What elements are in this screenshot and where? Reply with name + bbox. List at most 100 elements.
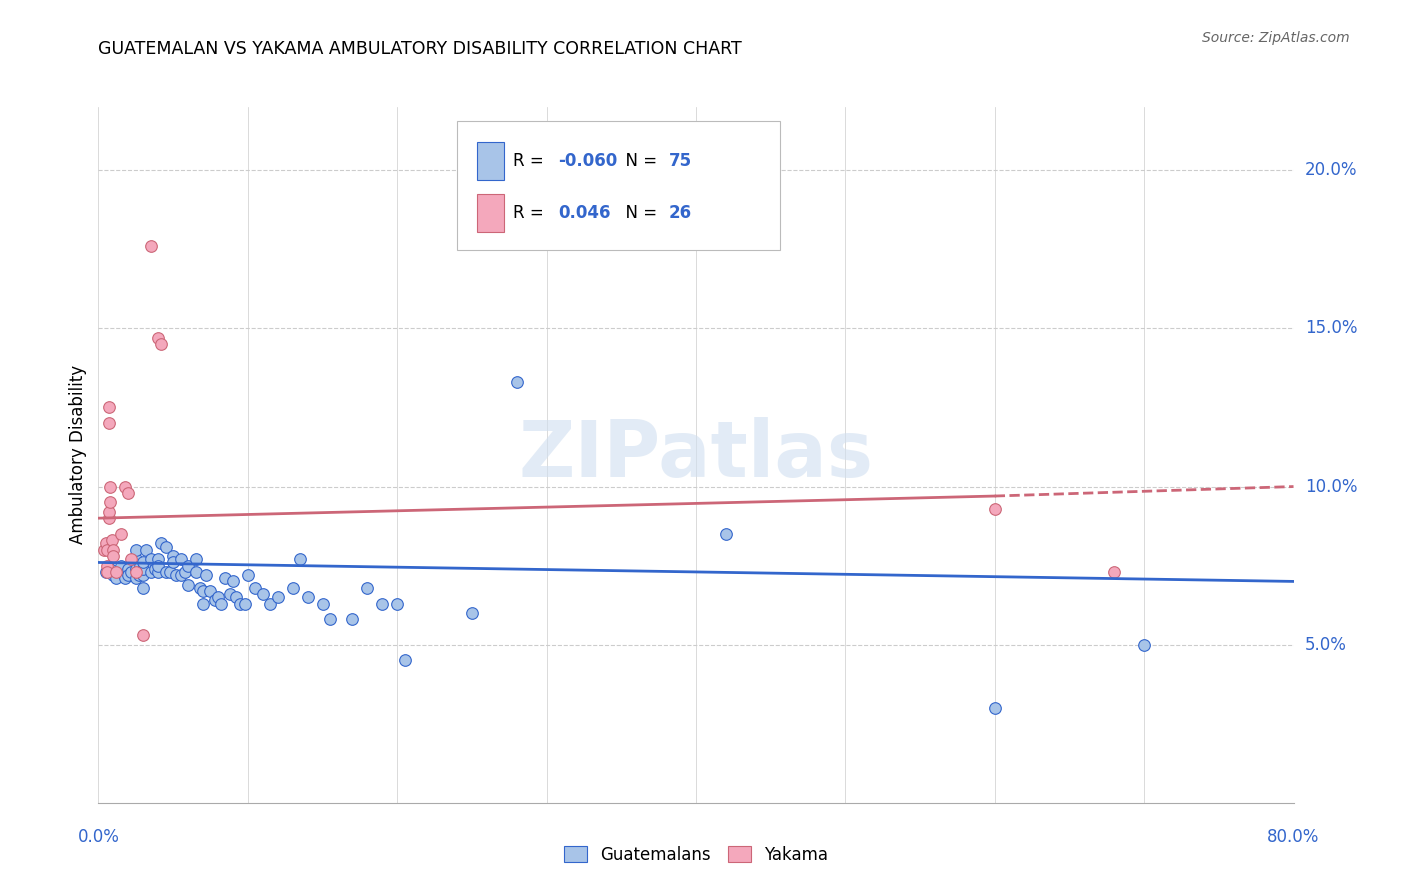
- Point: [97, 511, 120, 525]
- Point: [222, 574, 245, 589]
- Point: [114, 571, 136, 585]
- Point: [191, 597, 214, 611]
- Point: [148, 565, 170, 579]
- Point: [506, 375, 529, 389]
- Point: [148, 552, 170, 566]
- Point: [132, 581, 155, 595]
- Point: [110, 527, 132, 541]
- Point: [128, 568, 150, 582]
- Point: [105, 571, 128, 585]
- Point: [143, 562, 166, 576]
- Point: [311, 597, 333, 611]
- Text: Source: ZipAtlas.com: Source: ZipAtlas.com: [1202, 31, 1350, 45]
- Point: [288, 552, 311, 566]
- Point: [132, 628, 155, 642]
- Legend: Guatemalans, Yakama: Guatemalans, Yakama: [557, 839, 835, 871]
- Point: [125, 542, 148, 557]
- Point: [259, 597, 281, 611]
- Point: [97, 417, 120, 431]
- Point: [139, 239, 162, 253]
- Point: [984, 501, 1007, 516]
- Point: [97, 401, 120, 415]
- Point: [195, 568, 218, 582]
- FancyBboxPatch shape: [477, 194, 503, 232]
- Point: [125, 552, 148, 566]
- Point: [267, 591, 290, 605]
- Point: [129, 558, 152, 573]
- Point: [96, 558, 118, 573]
- Point: [139, 565, 162, 579]
- Point: [159, 565, 181, 579]
- Point: [162, 549, 184, 563]
- Point: [319, 612, 342, 626]
- Point: [184, 565, 207, 579]
- Point: [125, 562, 148, 576]
- Point: [984, 701, 1007, 715]
- Point: [110, 558, 132, 573]
- Point: [394, 653, 416, 667]
- Point: [209, 597, 232, 611]
- Point: [252, 587, 274, 601]
- Point: [1133, 638, 1156, 652]
- Text: N =: N =: [614, 204, 662, 222]
- Point: [233, 597, 256, 611]
- Point: [103, 549, 125, 563]
- Point: [98, 479, 122, 493]
- Point: [385, 597, 409, 611]
- Text: 15.0%: 15.0%: [1305, 319, 1357, 337]
- Text: GUATEMALAN VS YAKAMA AMBULATORY DISABILITY CORRELATION CHART: GUATEMALAN VS YAKAMA AMBULATORY DISABILI…: [98, 40, 742, 58]
- Text: 80.0%: 80.0%: [1267, 828, 1320, 846]
- Point: [117, 562, 139, 576]
- Point: [148, 331, 170, 345]
- Point: [177, 577, 200, 591]
- Point: [169, 568, 191, 582]
- Text: N =: N =: [614, 153, 662, 170]
- Point: [120, 552, 142, 566]
- Point: [281, 581, 304, 595]
- Point: [1104, 565, 1126, 579]
- Point: [219, 587, 242, 601]
- Point: [125, 571, 148, 585]
- Point: [96, 542, 118, 557]
- Text: 0.0%: 0.0%: [77, 828, 120, 846]
- Text: 20.0%: 20.0%: [1305, 161, 1357, 179]
- Point: [139, 552, 162, 566]
- Point: [236, 568, 259, 582]
- Point: [117, 568, 139, 582]
- Point: [125, 565, 148, 579]
- Point: [114, 479, 136, 493]
- Point: [342, 612, 364, 626]
- Point: [132, 568, 155, 582]
- Point: [103, 542, 125, 557]
- Y-axis label: Ambulatory Disability: Ambulatory Disability: [69, 366, 87, 544]
- Point: [110, 565, 132, 579]
- Point: [165, 568, 187, 582]
- Point: [148, 558, 170, 573]
- Point: [297, 591, 319, 605]
- Text: ZIPatlas: ZIPatlas: [519, 417, 873, 493]
- Point: [461, 606, 484, 620]
- Point: [132, 562, 155, 576]
- Point: [356, 581, 378, 595]
- Point: [207, 591, 229, 605]
- FancyBboxPatch shape: [477, 142, 503, 180]
- Point: [162, 556, 184, 570]
- Point: [188, 581, 211, 595]
- Point: [225, 591, 247, 605]
- Point: [93, 542, 115, 557]
- Point: [245, 581, 267, 595]
- Point: [103, 568, 125, 582]
- Point: [117, 486, 139, 500]
- Point: [204, 593, 226, 607]
- FancyBboxPatch shape: [457, 121, 780, 250]
- Point: [98, 562, 122, 576]
- Point: [214, 571, 236, 585]
- Point: [120, 565, 142, 579]
- Point: [177, 558, 200, 573]
- Text: R =: R =: [513, 204, 554, 222]
- Text: 5.0%: 5.0%: [1305, 636, 1347, 654]
- Point: [174, 565, 197, 579]
- Point: [94, 536, 117, 550]
- Text: 26: 26: [668, 204, 692, 222]
- Text: 0.046: 0.046: [558, 204, 612, 222]
